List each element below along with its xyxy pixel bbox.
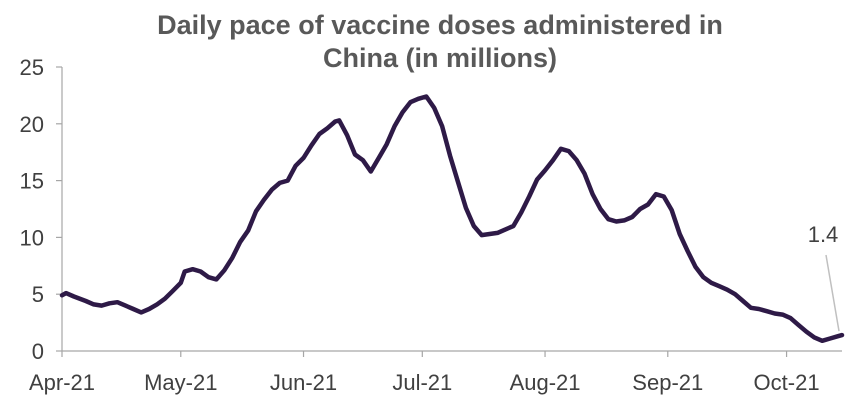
y-tick-label: 5 <box>32 282 44 307</box>
y-tick-label: 10 <box>20 225 44 250</box>
x-tick-label: Aug-21 <box>510 370 581 395</box>
annotation-label: 1.4 <box>808 222 839 247</box>
x-tick-label: Oct-21 <box>754 370 820 395</box>
y-tick-label: 20 <box>20 112 44 137</box>
x-tick-label: Jul-21 <box>392 370 452 395</box>
x-tick-label: Apr-21 <box>29 370 95 395</box>
x-tick-label: Sep-21 <box>632 370 703 395</box>
y-tick-label: 25 <box>20 55 44 80</box>
annotation-layer: 1.4 <box>808 222 840 332</box>
annotation-leader-line <box>825 254 840 332</box>
x-tick-label: Jun-21 <box>270 370 337 395</box>
y-tick-label: 0 <box>32 339 44 364</box>
axes: 0 5 10 15 20 25 Apr-21 May-21 Jun-21 Jul-21 Aug-21… <box>20 55 842 395</box>
x-tick-label: May-21 <box>144 370 217 395</box>
series-line-0 <box>59 94 845 344</box>
chart-title-line-2: China (in millions) <box>323 43 557 73</box>
series-layer <box>59 94 845 344</box>
chart-title-line-1: Daily pace of vaccine doses administered… <box>157 10 723 40</box>
y-tick-label: 15 <box>20 169 44 194</box>
